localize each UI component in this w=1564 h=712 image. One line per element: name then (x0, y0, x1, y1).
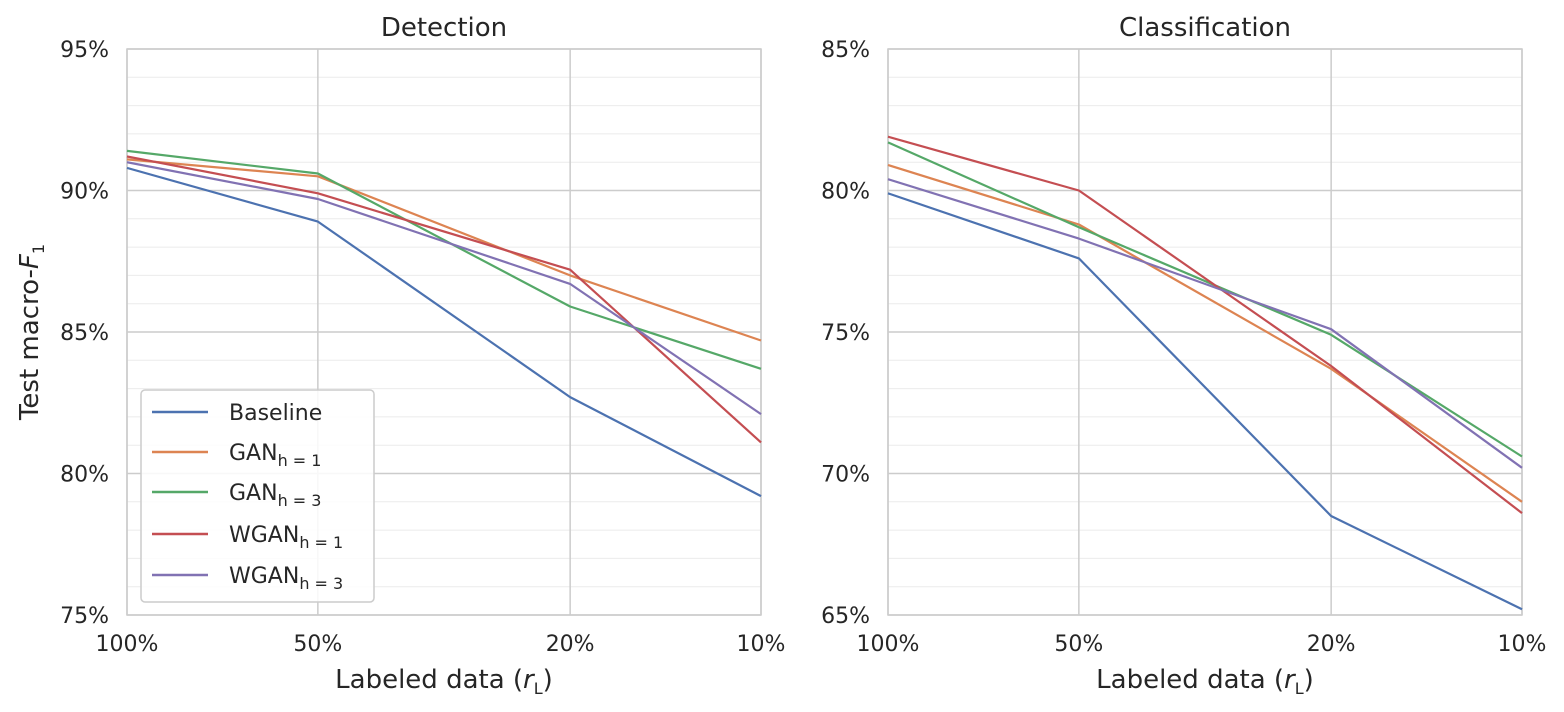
x-tick-label: 10% (737, 632, 786, 657)
y-tick-label: 70% (821, 463, 870, 488)
legend-label-baseline: Baseline (229, 401, 322, 426)
legend-frame (140, 389, 375, 603)
x-axis-label-left: Labeled data (rL) (335, 665, 553, 698)
y-tick-label: 75% (821, 321, 870, 346)
plot-frame (126, 48, 762, 616)
x-tick-label: 20% (1307, 632, 1356, 657)
legend-label-gan-h3: GANh = 3 (229, 481, 321, 510)
y-axis-label: Test macro-F1 (15, 244, 48, 421)
plot-frame (887, 48, 1523, 616)
legend-entry-wgan-h1: WGANh = 1 (152, 523, 343, 552)
y-tick-label: 85% (60, 321, 109, 346)
x-tick-label: 100% (857, 632, 920, 657)
x-tick-label: 50% (1054, 632, 1103, 657)
legend-label-gan-h1: GANh = 1 (229, 441, 321, 470)
legend-entry-baseline: Baseline (152, 401, 322, 426)
y-tick-label: 75% (60, 604, 109, 629)
series-line-gan-h-3 (887, 141, 1523, 458)
y-tick-label: 65% (821, 604, 870, 629)
series-line-wgan-h-3 (126, 161, 762, 416)
x-tick-label: 20% (546, 632, 595, 657)
y-tick-label: 95% (60, 38, 109, 63)
y-tick-label: 80% (60, 463, 109, 488)
legend: Baseline GANh = 1 GANh = 3 WGANh = 1 WGA… (140, 389, 375, 603)
classification-panel: Classification 65% 70% 75% 80% 85% 100% 50% 20%… (821, 13, 1546, 657)
x-axis-label-right: Labeled data (rL) (1096, 665, 1314, 698)
detection-title: Detection (381, 13, 507, 43)
legend-label-wgan-h3: WGANh = 3 (229, 564, 343, 593)
series-line-gan-h-1 (126, 158, 762, 342)
legend-entry-wgan-h3: WGANh = 3 (152, 564, 343, 593)
y-tick-label: 90% (60, 180, 109, 205)
x-tick-label: 50% (293, 632, 342, 657)
series-line-wgan-h-3 (887, 178, 1523, 469)
series-line-baseline (887, 192, 1523, 611)
legend-entry-gan-h1: GANh = 1 (152, 441, 321, 470)
legend-entry-gan-h3: GANh = 3 (152, 481, 321, 510)
series-line-baseline (126, 166, 762, 498)
classification-title: Classification (1119, 13, 1291, 43)
series-line-wgan-h-1 (126, 155, 762, 444)
y-tick-label: 85% (821, 38, 870, 63)
y-tick-label: 80% (821, 180, 870, 205)
series-line-gan-h-1 (887, 163, 1523, 503)
legend-label-wgan-h1: WGANh = 1 (229, 523, 343, 552)
series-line-wgan-h-1 (887, 135, 1523, 514)
series-line-gan-h-3 (126, 149, 762, 370)
x-tick-label: 100% (96, 632, 159, 657)
x-tick-label: 10% (1498, 632, 1547, 657)
